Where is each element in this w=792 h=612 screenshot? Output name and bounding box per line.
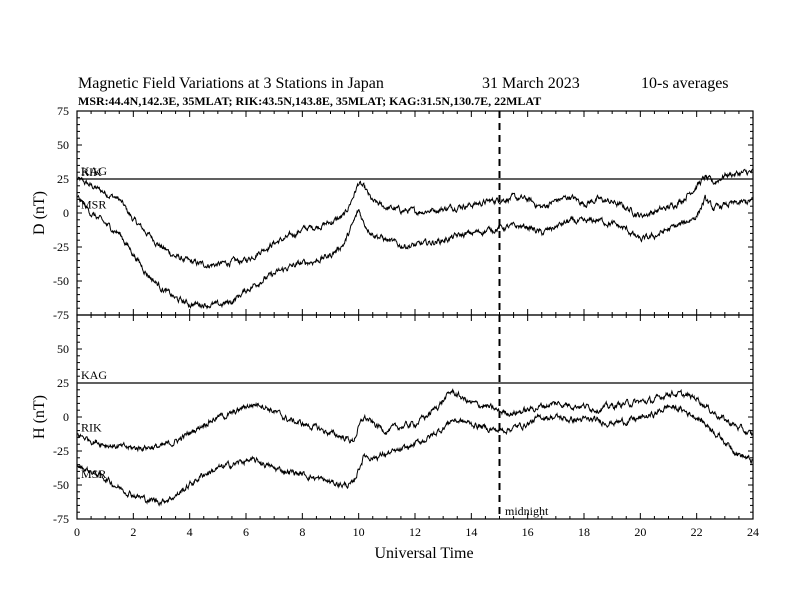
x-tick-label: 0 <box>74 525 80 539</box>
series-rik-line <box>76 388 754 453</box>
y-tick-label: -50 <box>53 478 69 492</box>
x-tick-label: 4 <box>187 525 193 539</box>
y-tick-label: 25 <box>57 172 69 186</box>
x-tick-label: 22 <box>691 525 703 539</box>
x-tick-label: 6 <box>243 525 249 539</box>
series-msr-label: MSR <box>81 467 106 481</box>
chart-date: 31 March 2023 <box>482 75 580 92</box>
y-axis-title: H (nT) <box>31 395 48 439</box>
x-tick-label: 24 <box>747 525 759 539</box>
x-tick-label: 20 <box>634 525 646 539</box>
series-rik-label: RIK <box>81 165 102 179</box>
station-coordinates: MSR:44.4N,142.3E, 35MLAT; RIK:43.5N,143.… <box>78 94 541 108</box>
x-tick-label: 16 <box>522 525 534 539</box>
series-rik-label: RIK <box>81 421 102 435</box>
x-tick-label: 10 <box>353 525 365 539</box>
x-tick-label: 2 <box>130 525 136 539</box>
x-tick-label: 18 <box>578 525 590 539</box>
x-tick-label: 12 <box>409 525 421 539</box>
y-axis-title: D (nT) <box>31 191 48 235</box>
chart-averaging: 10-s averages <box>641 75 729 92</box>
y-tick-label: -75 <box>53 512 69 526</box>
y-tick-label: 50 <box>57 342 69 356</box>
kag-label: KAG <box>81 368 107 382</box>
chart-title: Magnetic Field Variations at 3 Stations … <box>78 75 384 92</box>
y-tick-label: -25 <box>53 444 69 458</box>
series-msr-label: MSR <box>81 198 106 212</box>
kag-label: KAG <box>81 164 107 178</box>
y-tick-label: 25 <box>57 376 69 390</box>
x-tick-label: 14 <box>465 525 477 539</box>
midnight-label: midnight <box>505 504 549 518</box>
y-tick-label: 75 <box>57 104 69 118</box>
y-tick-label: 50 <box>57 138 69 152</box>
y-tick-label: 0 <box>63 410 69 424</box>
x-axis-title: Universal Time <box>374 545 473 562</box>
series-msr-line <box>76 403 754 507</box>
x-tick-label: 8 <box>299 525 305 539</box>
y-tick-label: -50 <box>53 274 69 288</box>
y-tick-label: -25 <box>53 240 69 254</box>
y-tick-label: 0 <box>63 206 69 220</box>
series-msr-line <box>76 194 754 310</box>
plot-frame <box>76 314 754 520</box>
series-rik-line <box>76 168 754 269</box>
y-tick-label: -75 <box>53 308 69 322</box>
